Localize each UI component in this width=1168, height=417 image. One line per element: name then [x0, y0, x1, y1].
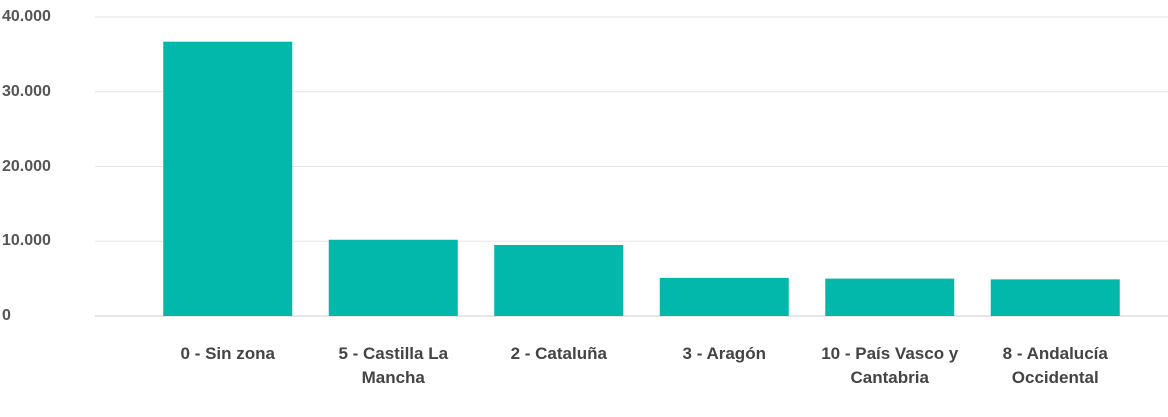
y-tick-label: 40.000 [2, 8, 51, 25]
bar [825, 278, 955, 316]
x-tick-label: 5 - Castilla La Mancha [338, 344, 449, 387]
bar [163, 41, 293, 316]
y-tick-label: 20.000 [2, 157, 51, 175]
bar [990, 279, 1120, 316]
x-tick-label: 3 - Aragón [682, 344, 766, 363]
y-tick-label: 10.000 [2, 232, 51, 250]
bar [328, 239, 458, 316]
bar [659, 277, 789, 316]
x-tick-label: 0 - Sin zona [180, 344, 275, 363]
y-tick-label: 0 [2, 307, 11, 324]
x-tick-label: 10 - País Vasco y Cantabria [821, 344, 959, 387]
x-tick-label: 2 - Cataluña [510, 344, 607, 363]
y-tick-label: 30.000 [2, 82, 51, 100]
x-tick-label: 8 - Andalucía Occidental [1002, 344, 1108, 387]
bar [494, 244, 624, 316]
